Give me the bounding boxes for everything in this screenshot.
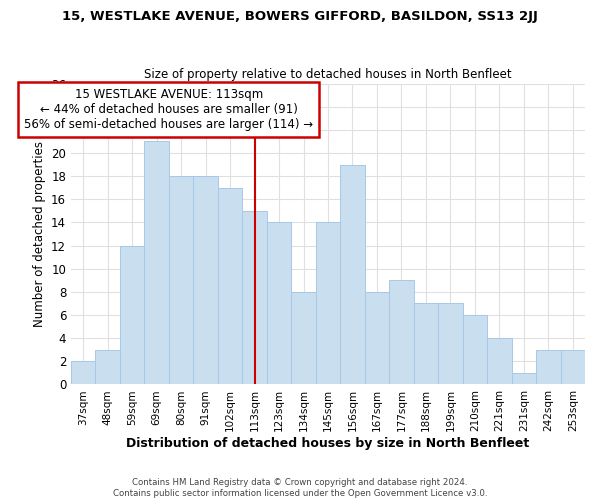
Text: 15 WESTLAKE AVENUE: 113sqm
← 44% of detached houses are smaller (91)
56% of semi: 15 WESTLAKE AVENUE: 113sqm ← 44% of deta…	[25, 88, 313, 131]
Bar	[340, 164, 365, 384]
Bar	[413, 304, 438, 384]
Bar	[487, 338, 512, 384]
Bar	[560, 350, 585, 384]
Bar	[267, 222, 291, 384]
Bar	[438, 304, 463, 384]
Y-axis label: Number of detached properties: Number of detached properties	[32, 141, 46, 327]
Bar	[291, 292, 316, 384]
Bar	[169, 176, 193, 384]
Text: 15, WESTLAKE AVENUE, BOWERS GIFFORD, BASILDON, SS13 2JJ: 15, WESTLAKE AVENUE, BOWERS GIFFORD, BAS…	[62, 10, 538, 23]
Bar	[536, 350, 560, 384]
Title: Size of property relative to detached houses in North Benfleet: Size of property relative to detached ho…	[144, 68, 512, 81]
Bar	[71, 362, 95, 384]
Bar	[316, 222, 340, 384]
Bar	[365, 292, 389, 384]
Bar	[512, 373, 536, 384]
Bar	[389, 280, 413, 384]
Bar	[95, 350, 120, 384]
X-axis label: Distribution of detached houses by size in North Benfleet: Distribution of detached houses by size …	[127, 437, 530, 450]
Bar	[463, 315, 487, 384]
Bar	[120, 246, 145, 384]
Bar	[145, 142, 169, 384]
Bar	[242, 211, 267, 384]
Bar	[193, 176, 218, 384]
Text: Contains HM Land Registry data © Crown copyright and database right 2024.
Contai: Contains HM Land Registry data © Crown c…	[113, 478, 487, 498]
Bar	[218, 188, 242, 384]
